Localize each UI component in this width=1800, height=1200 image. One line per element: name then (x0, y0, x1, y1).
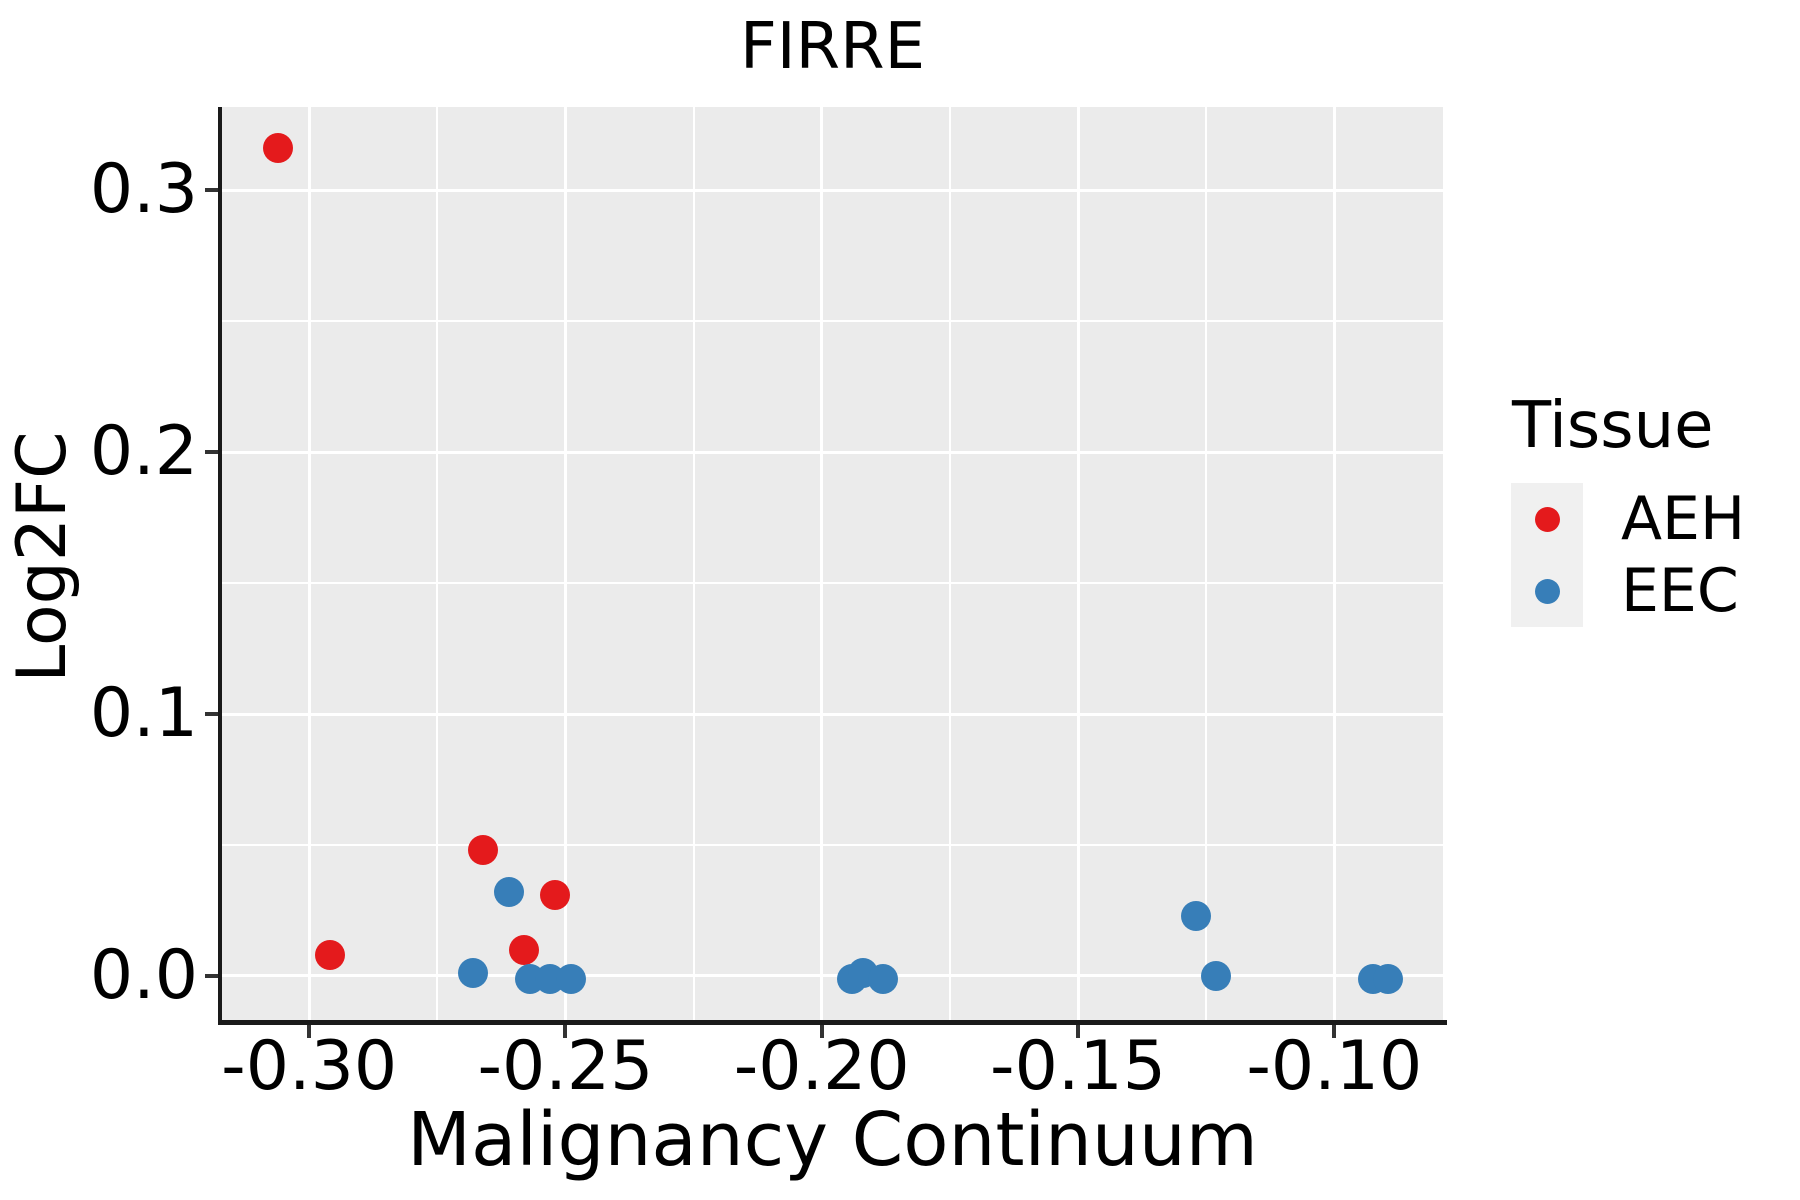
x-minor-gridline (1205, 107, 1208, 1020)
data-point-eec (1373, 963, 1404, 994)
y-major-gridline (222, 712, 1443, 716)
data-point-aeh (314, 940, 345, 971)
x-major-gridline (1332, 107, 1336, 1020)
y-tick-label: 0.2 (89, 412, 198, 492)
x-major-gridline (307, 107, 311, 1020)
x-tick-label: -0.15 (990, 1027, 1166, 1106)
x-axis-title: Malignancy Continuum (407, 1097, 1258, 1183)
plot-panel (222, 107, 1443, 1020)
x-major-gridline (1076, 107, 1080, 1020)
data-point-eec (1201, 960, 1232, 991)
y-minor-gridline (222, 320, 1443, 323)
x-tick-mark (1076, 1025, 1081, 1038)
y-tick-label: 0.0 (89, 935, 198, 1015)
y-major-gridline (222, 450, 1443, 454)
legend-item-eec: EEC (1511, 555, 1800, 627)
plot-title: FIRRE (739, 10, 926, 84)
x-tick-label: -0.25 (477, 1027, 654, 1106)
x-tick-label: -0.30 (221, 1027, 398, 1106)
y-minor-gridline (222, 582, 1443, 585)
x-minor-gridline (692, 107, 695, 1020)
legend-label-eec: EEC (1621, 556, 1739, 626)
y-major-gridline (222, 188, 1443, 192)
data-point-aeh (509, 934, 540, 965)
data-point-aeh (540, 879, 571, 910)
legend-key-background (1511, 555, 1583, 627)
x-axis-line (218, 1020, 1447, 1025)
y-major-gridline (222, 974, 1443, 978)
x-minor-gridline (436, 107, 439, 1020)
data-point-eec (555, 963, 586, 994)
y-tick-mark (205, 712, 218, 716)
x-major-gridline (820, 107, 824, 1020)
x-tick-mark (307, 1025, 312, 1038)
y-axis-line (218, 107, 222, 1024)
x-tick-mark (1332, 1025, 1337, 1038)
y-tick-mark (205, 188, 218, 193)
data-point-eec (458, 958, 489, 989)
data-point-eec (494, 877, 525, 908)
x-tick-mark (819, 1025, 824, 1038)
data-point-aeh (468, 835, 499, 866)
x-minor-gridline (948, 107, 951, 1020)
y-tick-label: 0.3 (89, 150, 198, 230)
x-tick-label: -0.20 (733, 1027, 910, 1106)
y-tick-mark (205, 973, 218, 978)
y-tick-label: 0.1 (89, 674, 198, 753)
data-point-aeh (263, 133, 294, 164)
y-minor-gridline (222, 843, 1443, 846)
x-major-gridline (563, 107, 567, 1020)
legend-title: Tissue (1512, 389, 1714, 463)
x-tick-label: -0.10 (1246, 1027, 1423, 1106)
eec-legend-dot-icon (1534, 578, 1560, 604)
aeh-legend-dot-icon (1534, 506, 1560, 532)
y-axis-title: Log2FC (3, 431, 82, 683)
x-tick-mark (563, 1025, 568, 1038)
legend-key-background (1511, 483, 1583, 555)
legend-label-aeh: AEH (1621, 484, 1746, 554)
data-point-eec (868, 963, 899, 994)
data-point-eec (1180, 900, 1211, 931)
y-tick-mark (205, 450, 218, 455)
legend-item-aeh: AEH (1511, 483, 1800, 555)
